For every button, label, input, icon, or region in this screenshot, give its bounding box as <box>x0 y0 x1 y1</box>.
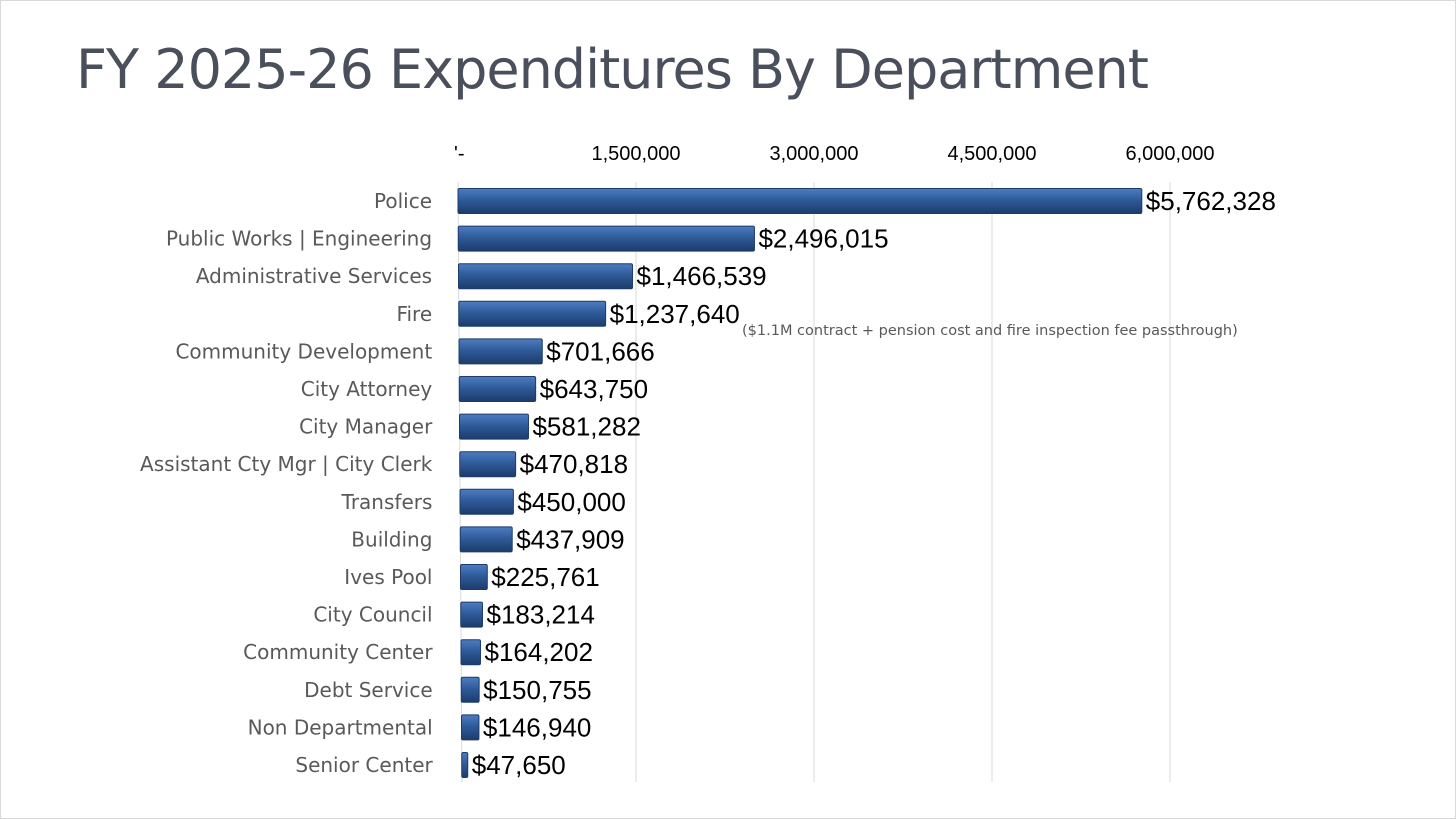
data-label: $581,282 <box>532 412 640 442</box>
data-label: $470,818 <box>520 449 628 479</box>
category-label: Ives Pool <box>344 565 432 589</box>
data-label: $1,466,539 <box>637 261 767 291</box>
category-label: Public Works | Engineering <box>166 227 432 251</box>
category-label: Community Center <box>243 640 433 664</box>
bar <box>458 376 537 402</box>
bar <box>460 564 488 590</box>
category-label: Transfers <box>341 490 433 514</box>
data-label: $225,761 <box>491 562 599 592</box>
bar <box>457 225 755 252</box>
x-tick-label: 1,500,000 <box>592 143 681 165</box>
bar <box>458 263 634 290</box>
bar <box>458 338 543 365</box>
bar <box>460 676 480 703</box>
data-label: $183,214 <box>486 600 594 630</box>
bar <box>461 714 480 741</box>
data-label: $5,762,328 <box>1146 186 1276 216</box>
category-label: Building <box>351 527 432 551</box>
annotation-note: ($1.1M contract + pension cost and fire … <box>742 323 1238 339</box>
category-labels: Police Public Works | Engineering Administ… <box>140 189 433 777</box>
category-label: Administrative Services <box>196 264 432 288</box>
data-label: $450,000 <box>517 487 625 517</box>
data-label: $47,650 <box>472 750 566 780</box>
bar <box>461 752 469 778</box>
category-label: Non Departmental <box>248 715 433 739</box>
data-label: $1,237,640 <box>610 299 740 329</box>
category-label: Debt Service <box>304 678 433 702</box>
category-label: Assistant Cty Mgr | City Clerk <box>140 452 433 476</box>
data-label: $643,750 <box>540 374 648 404</box>
x-tick-label: 3,000,000 <box>770 143 859 165</box>
x-tick-label: 4,500,000 <box>948 143 1037 165</box>
bar <box>459 488 514 515</box>
bar <box>459 451 517 478</box>
bar <box>459 413 529 440</box>
category-label: City Manager <box>299 415 433 439</box>
category-label: Community Development <box>175 339 432 363</box>
bar <box>457 188 1143 214</box>
category-label: City Attorney <box>301 377 433 401</box>
category-label: Fire <box>396 302 432 326</box>
data-labels: $5,762,328 $2,496,015 $1,466,539 $1,237,640… <box>472 186 1276 780</box>
data-label: $701,666 <box>546 336 654 366</box>
x-tick-label: 6,000,000 <box>1126 143 1215 165</box>
data-label: $437,909 <box>516 524 624 554</box>
data-label: $146,940 <box>483 712 591 742</box>
x-tick-label: '- <box>454 143 464 165</box>
data-label: $164,202 <box>484 637 592 667</box>
bar <box>458 300 607 327</box>
bar <box>460 639 481 666</box>
category-label: Police <box>374 189 432 213</box>
slide-title: FY 2025-26 Expenditures By Department <box>76 38 1149 101</box>
annotations: ($1.1M contract + pension cost and fire … <box>742 323 1238 339</box>
bars <box>457 188 1143 778</box>
bar <box>460 601 483 628</box>
bar <box>459 526 513 553</box>
data-label: $2,496,015 <box>758 224 888 254</box>
category-label: Senior Center <box>295 753 433 777</box>
x-axis-ticks: '- 1,500,000 3,000,000 4,500,000 6,000,000 <box>454 143 1214 165</box>
data-label: $150,755 <box>483 675 591 705</box>
category-label: City Council <box>313 603 432 627</box>
